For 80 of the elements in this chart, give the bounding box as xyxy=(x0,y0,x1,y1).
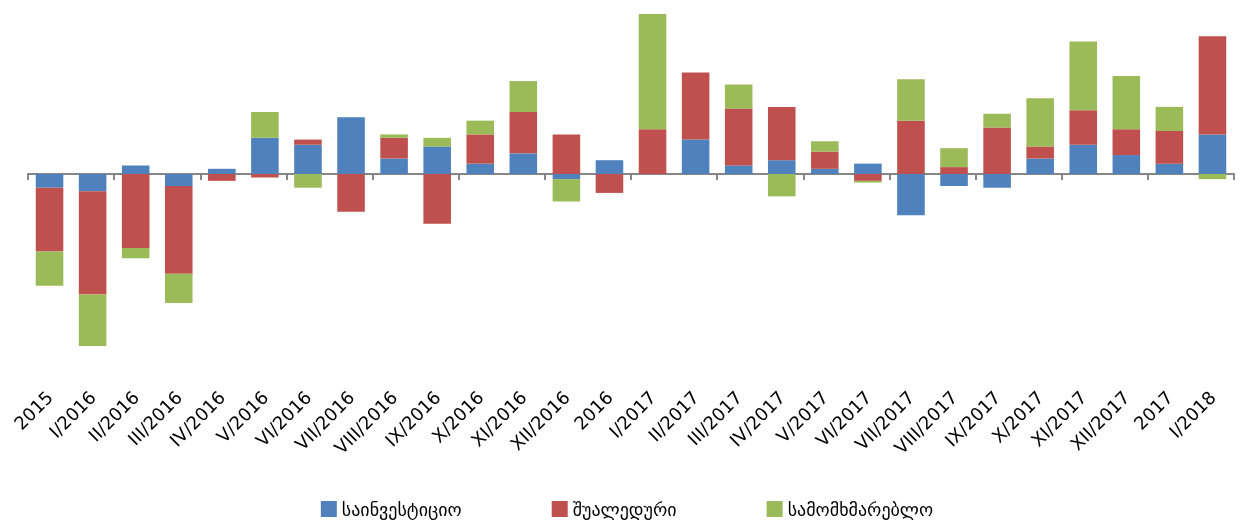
legend-label: საინვესტიციო xyxy=(341,498,462,520)
bar xyxy=(380,137,408,159)
bar xyxy=(78,191,107,295)
bar xyxy=(1069,41,1098,111)
bar xyxy=(1112,129,1141,156)
bar xyxy=(121,247,150,259)
bar xyxy=(854,163,882,174)
bar xyxy=(595,160,624,174)
bar xyxy=(1112,75,1141,130)
bar xyxy=(509,153,538,174)
bar xyxy=(294,173,322,188)
bar xyxy=(1155,163,1184,174)
bar xyxy=(681,72,710,140)
bar xyxy=(78,294,107,346)
bar xyxy=(1069,110,1098,145)
bar xyxy=(724,84,753,109)
bar xyxy=(251,112,279,138)
bar xyxy=(294,139,322,145)
bar xyxy=(121,165,150,174)
bar xyxy=(767,160,796,174)
bar xyxy=(724,108,753,166)
bar xyxy=(423,173,451,224)
bar xyxy=(1198,134,1227,174)
bar xyxy=(423,146,451,174)
bar xyxy=(35,251,64,286)
bar xyxy=(35,187,64,252)
bar xyxy=(466,120,495,135)
bar xyxy=(638,129,667,174)
bar xyxy=(466,163,495,174)
bar xyxy=(983,113,1011,128)
bar xyxy=(552,134,581,174)
bar xyxy=(811,151,839,169)
bar xyxy=(208,173,236,181)
bar xyxy=(35,173,64,188)
bar xyxy=(1026,158,1054,174)
bar xyxy=(897,120,925,174)
bar xyxy=(940,173,968,187)
bar xyxy=(380,134,408,138)
bar xyxy=(552,179,581,202)
bar xyxy=(208,168,236,174)
bar xyxy=(811,141,839,152)
bar xyxy=(897,79,925,121)
bar xyxy=(724,165,753,174)
bar xyxy=(1112,155,1141,174)
bar xyxy=(509,112,538,154)
bar xyxy=(983,173,1011,188)
bar xyxy=(638,14,667,130)
bar xyxy=(466,134,495,164)
bar xyxy=(294,144,322,174)
bar xyxy=(164,186,193,274)
legend-label: შუალედური xyxy=(572,498,677,520)
bar xyxy=(681,139,710,174)
bar xyxy=(509,81,538,113)
bar xyxy=(337,173,365,212)
bar xyxy=(983,127,1011,174)
bar xyxy=(164,273,193,303)
bar xyxy=(121,173,150,248)
bar xyxy=(854,173,882,181)
bar xyxy=(811,168,839,174)
bar xyxy=(940,148,968,168)
bar xyxy=(337,117,365,174)
bar xyxy=(1155,106,1184,131)
bar xyxy=(767,173,796,197)
bar xyxy=(767,106,796,161)
bar xyxy=(380,158,408,174)
bar xyxy=(1198,173,1227,180)
bar xyxy=(164,173,193,187)
legend-label: სამომხმარებლო xyxy=(787,498,934,520)
bar xyxy=(1155,130,1184,164)
bar xyxy=(1069,144,1098,174)
bar xyxy=(940,167,968,174)
bar xyxy=(251,137,279,174)
bar xyxy=(1198,36,1227,135)
bar xyxy=(1026,146,1054,159)
bar xyxy=(1026,98,1054,147)
bar xyxy=(423,137,451,147)
bar xyxy=(595,173,624,193)
bar xyxy=(552,173,581,180)
bar xyxy=(897,173,925,216)
bar xyxy=(78,173,107,192)
